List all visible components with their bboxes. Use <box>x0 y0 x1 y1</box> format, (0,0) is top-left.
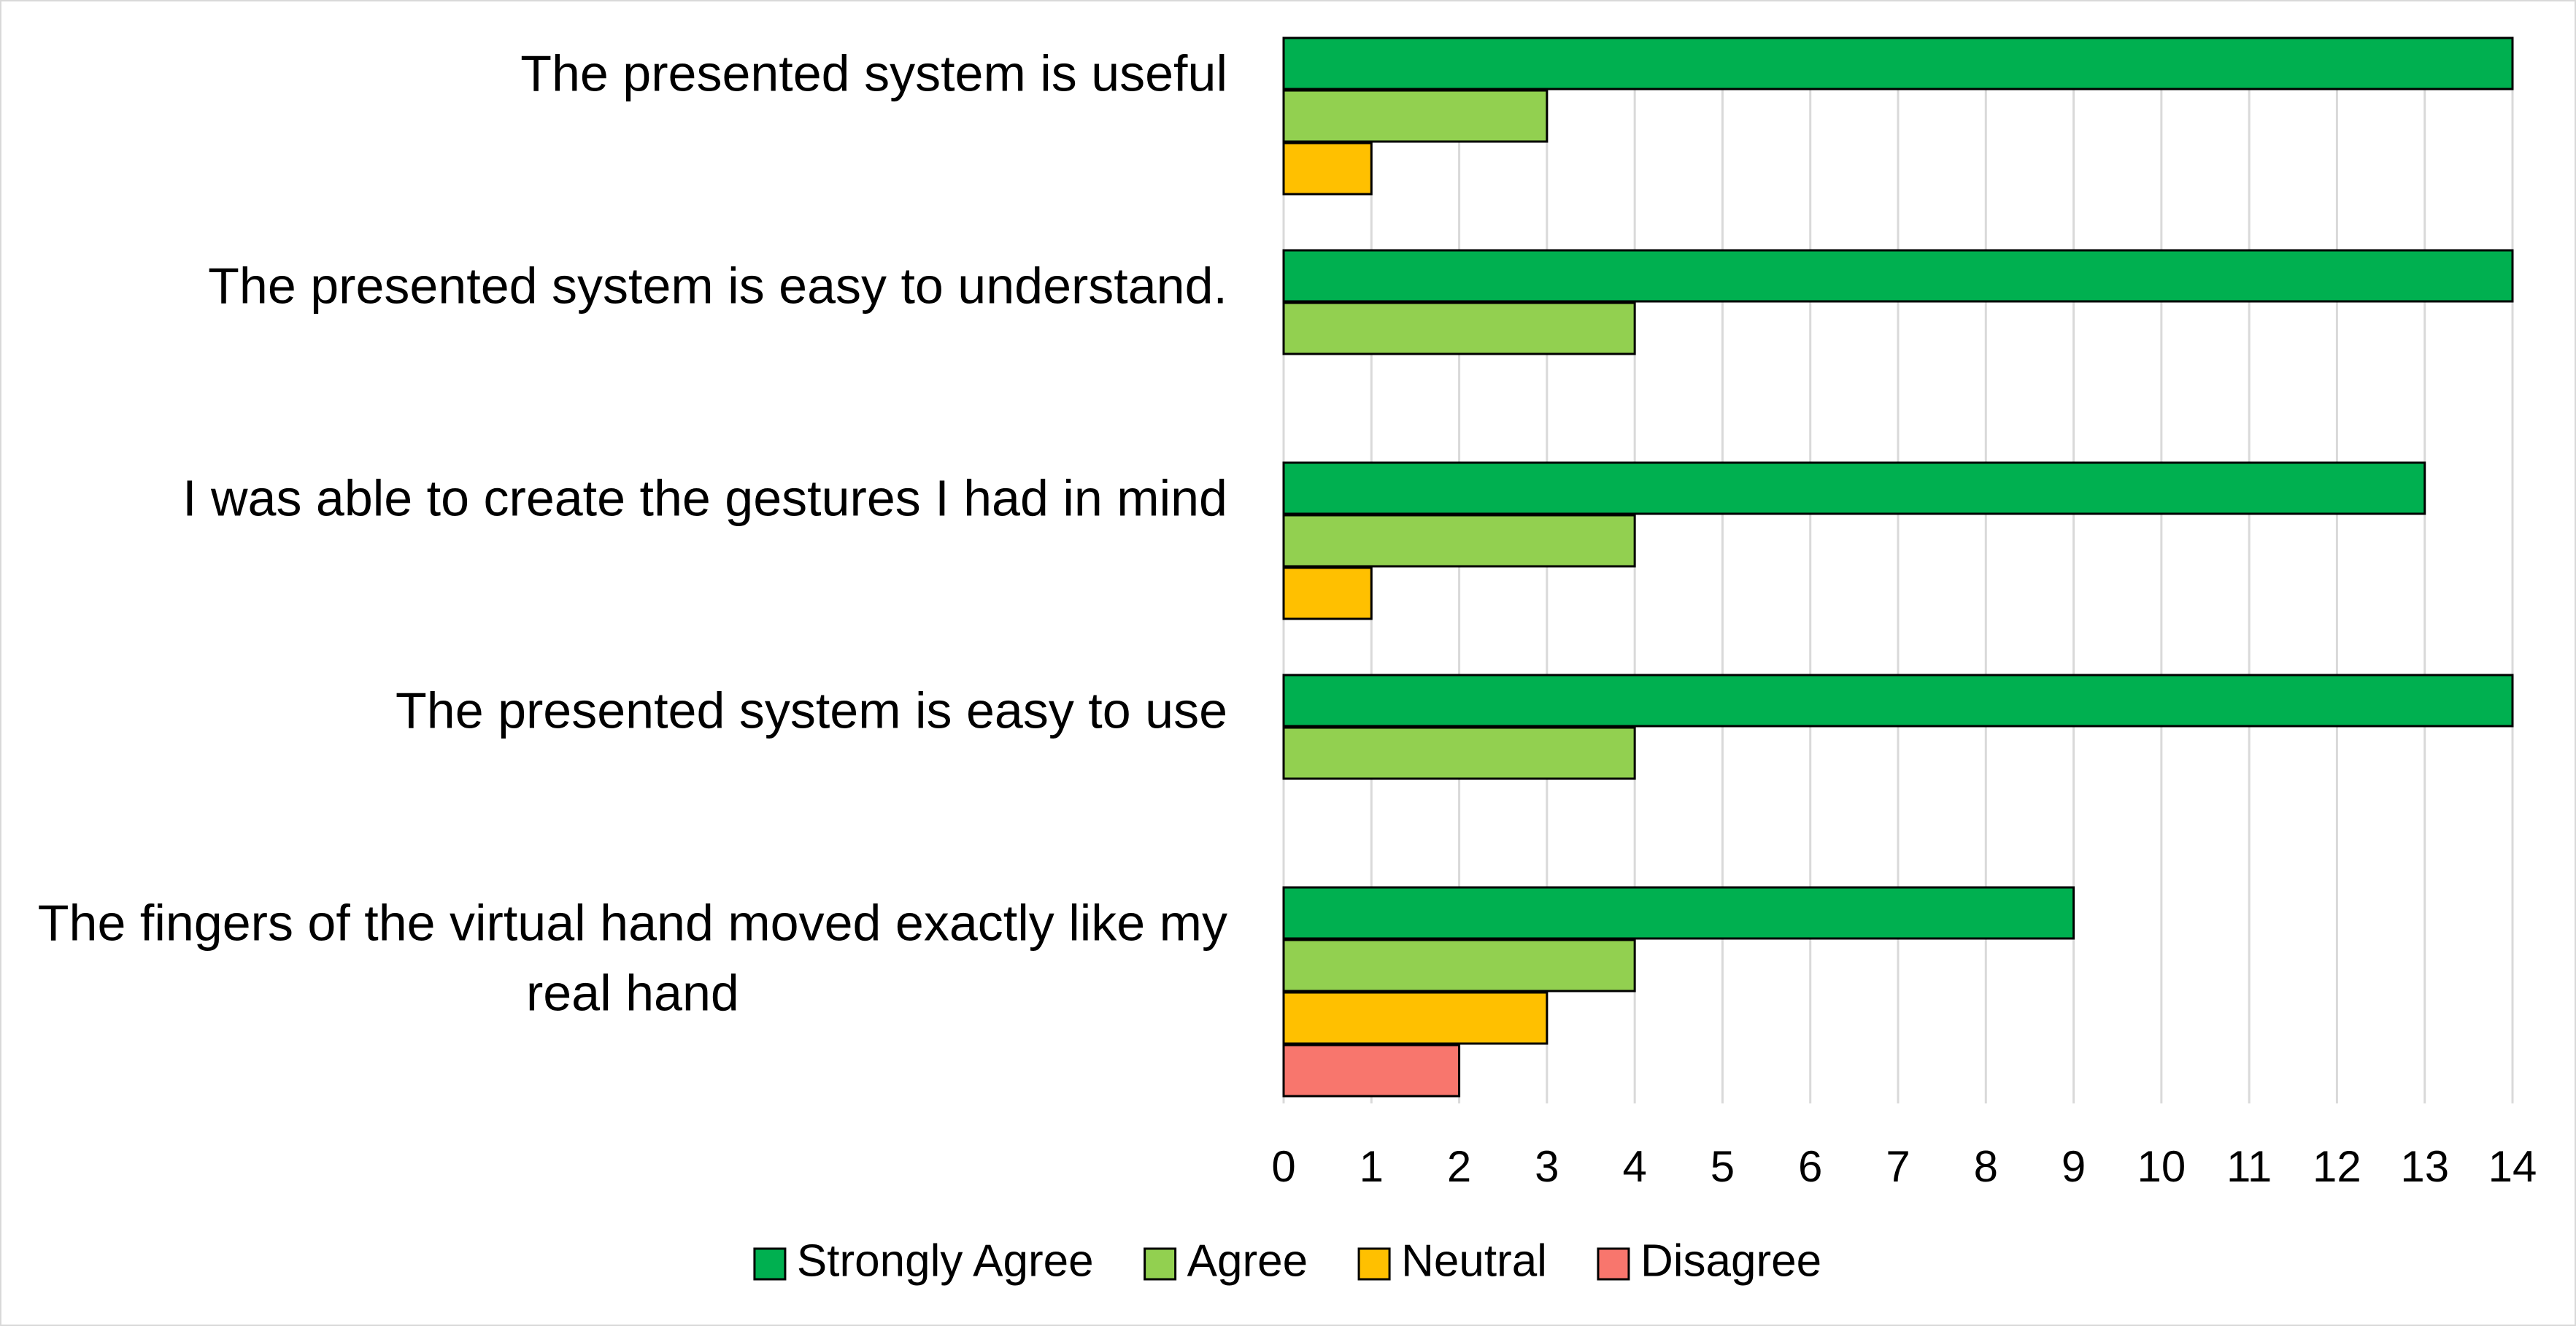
bar-strongly-agree <box>1282 461 2426 515</box>
bar-neutral <box>1282 566 1373 620</box>
bar-disagree <box>1282 1044 1461 1098</box>
category-labels: The presented system is useful The presen… <box>38 45 1227 1021</box>
category-label: The presented system is easy to use <box>396 682 1227 739</box>
bar-agree <box>1282 89 1549 143</box>
x-tick-label: 2 <box>1447 1142 1471 1191</box>
x-tick-label: 3 <box>1535 1142 1559 1191</box>
bar-agree <box>1282 301 1636 355</box>
legend-swatch-strongly-agree <box>753 1247 787 1281</box>
x-tick-label: 1 <box>1360 1142 1384 1191</box>
bar-neutral <box>1282 991 1549 1045</box>
x-tick-label: 0 <box>1271 1142 1295 1191</box>
bar-strongly-agree <box>1282 249 2514 303</box>
x-tick-label: 8 <box>1974 1142 1998 1191</box>
x-tick-label: 4 <box>1622 1142 1646 1191</box>
x-tick-label: 10 <box>2137 1142 2186 1191</box>
legend-label: Strongly Agree <box>797 1236 1094 1286</box>
x-axis-ticks: 0 1 2 3 4 5 6 7 8 9 10 11 12 13 14 <box>1271 1142 2537 1191</box>
bar-agree <box>1282 938 1636 992</box>
bar-strongly-agree <box>1282 36 2514 90</box>
legend-label: Neutral <box>1401 1236 1547 1286</box>
x-tick-label: 7 <box>1886 1142 1910 1191</box>
x-tick-label: 13 <box>2400 1142 2449 1191</box>
x-tick-label: 12 <box>2313 1142 2361 1191</box>
category-label: The presented system is useful <box>520 45 1227 101</box>
x-tick-label: 9 <box>2062 1142 2086 1191</box>
legend-swatch-disagree <box>1597 1247 1630 1281</box>
category-label: I was able to create the gestures I had … <box>182 469 1227 526</box>
legend-label: Disagree <box>1640 1236 1821 1286</box>
legend: Strongly Agree Agree Neutral Disagree <box>753 1236 1821 1286</box>
grid-layer <box>1282 38 2514 1103</box>
bar-agree <box>1282 514 1636 568</box>
x-tick-label: 5 <box>1711 1142 1735 1191</box>
x-tick-label: 11 <box>2226 1142 2272 1191</box>
x-tick-label: 14 <box>2488 1142 2537 1191</box>
legend-label: Agree <box>1187 1236 1308 1286</box>
bar-agree <box>1282 726 1636 780</box>
x-tick-label: 6 <box>1798 1142 1822 1191</box>
bar-neutral <box>1282 142 1373 196</box>
bar-strongly-agree <box>1282 674 2514 728</box>
bar-layer <box>1282 36 2514 1098</box>
category-label: The fingers of the virtual hand moved ex… <box>38 894 1227 1021</box>
legend-swatch-neutral <box>1357 1247 1391 1281</box>
bar-strongly-agree <box>1282 886 2075 940</box>
category-label: The presented system is easy to understa… <box>208 257 1227 314</box>
legend-swatch-agree <box>1144 1247 1177 1281</box>
